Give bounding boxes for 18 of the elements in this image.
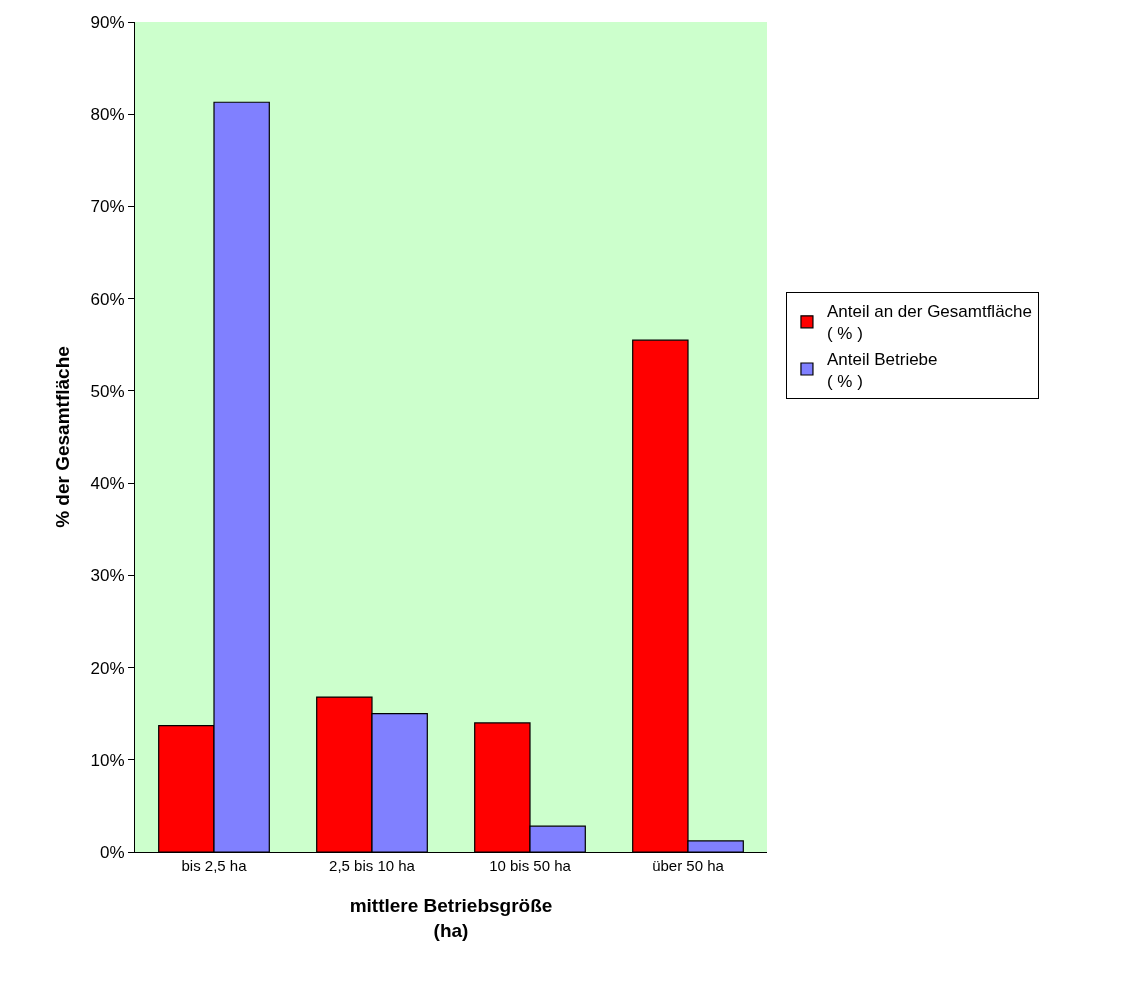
legend-label: Anteil an der Gesamtfläche ( % ) [826,302,1033,344]
y-tick-label: 80% [90,105,125,125]
y-tick-label: 90% [90,12,125,32]
x-axis-title: mittlere Betriebsgröße (ha) [349,894,553,941]
y-tick-label: 0% [100,842,125,862]
y-tick-label: 40% [90,474,125,494]
y-tick-label: 50% [90,381,125,401]
x-tick-label: bis 2,5 ha [181,857,248,874]
y-axis-title: % der Gesamtfläche [52,346,74,528]
legend-label: Anteil Betriebe ( % ) [826,349,938,391]
x-tick-label: 2,5 bis 10 ha [329,857,416,874]
x-tick-label: 10 bis 50 ha [489,857,572,874]
x-tick-label: über 50 ha [652,857,725,874]
y-tick-label: 20% [90,658,125,678]
y-tick-label: 60% [90,289,125,309]
y-tick-label: 10% [90,750,125,770]
y-tick-label: 30% [90,566,125,586]
y-tick-label: 70% [90,197,125,217]
